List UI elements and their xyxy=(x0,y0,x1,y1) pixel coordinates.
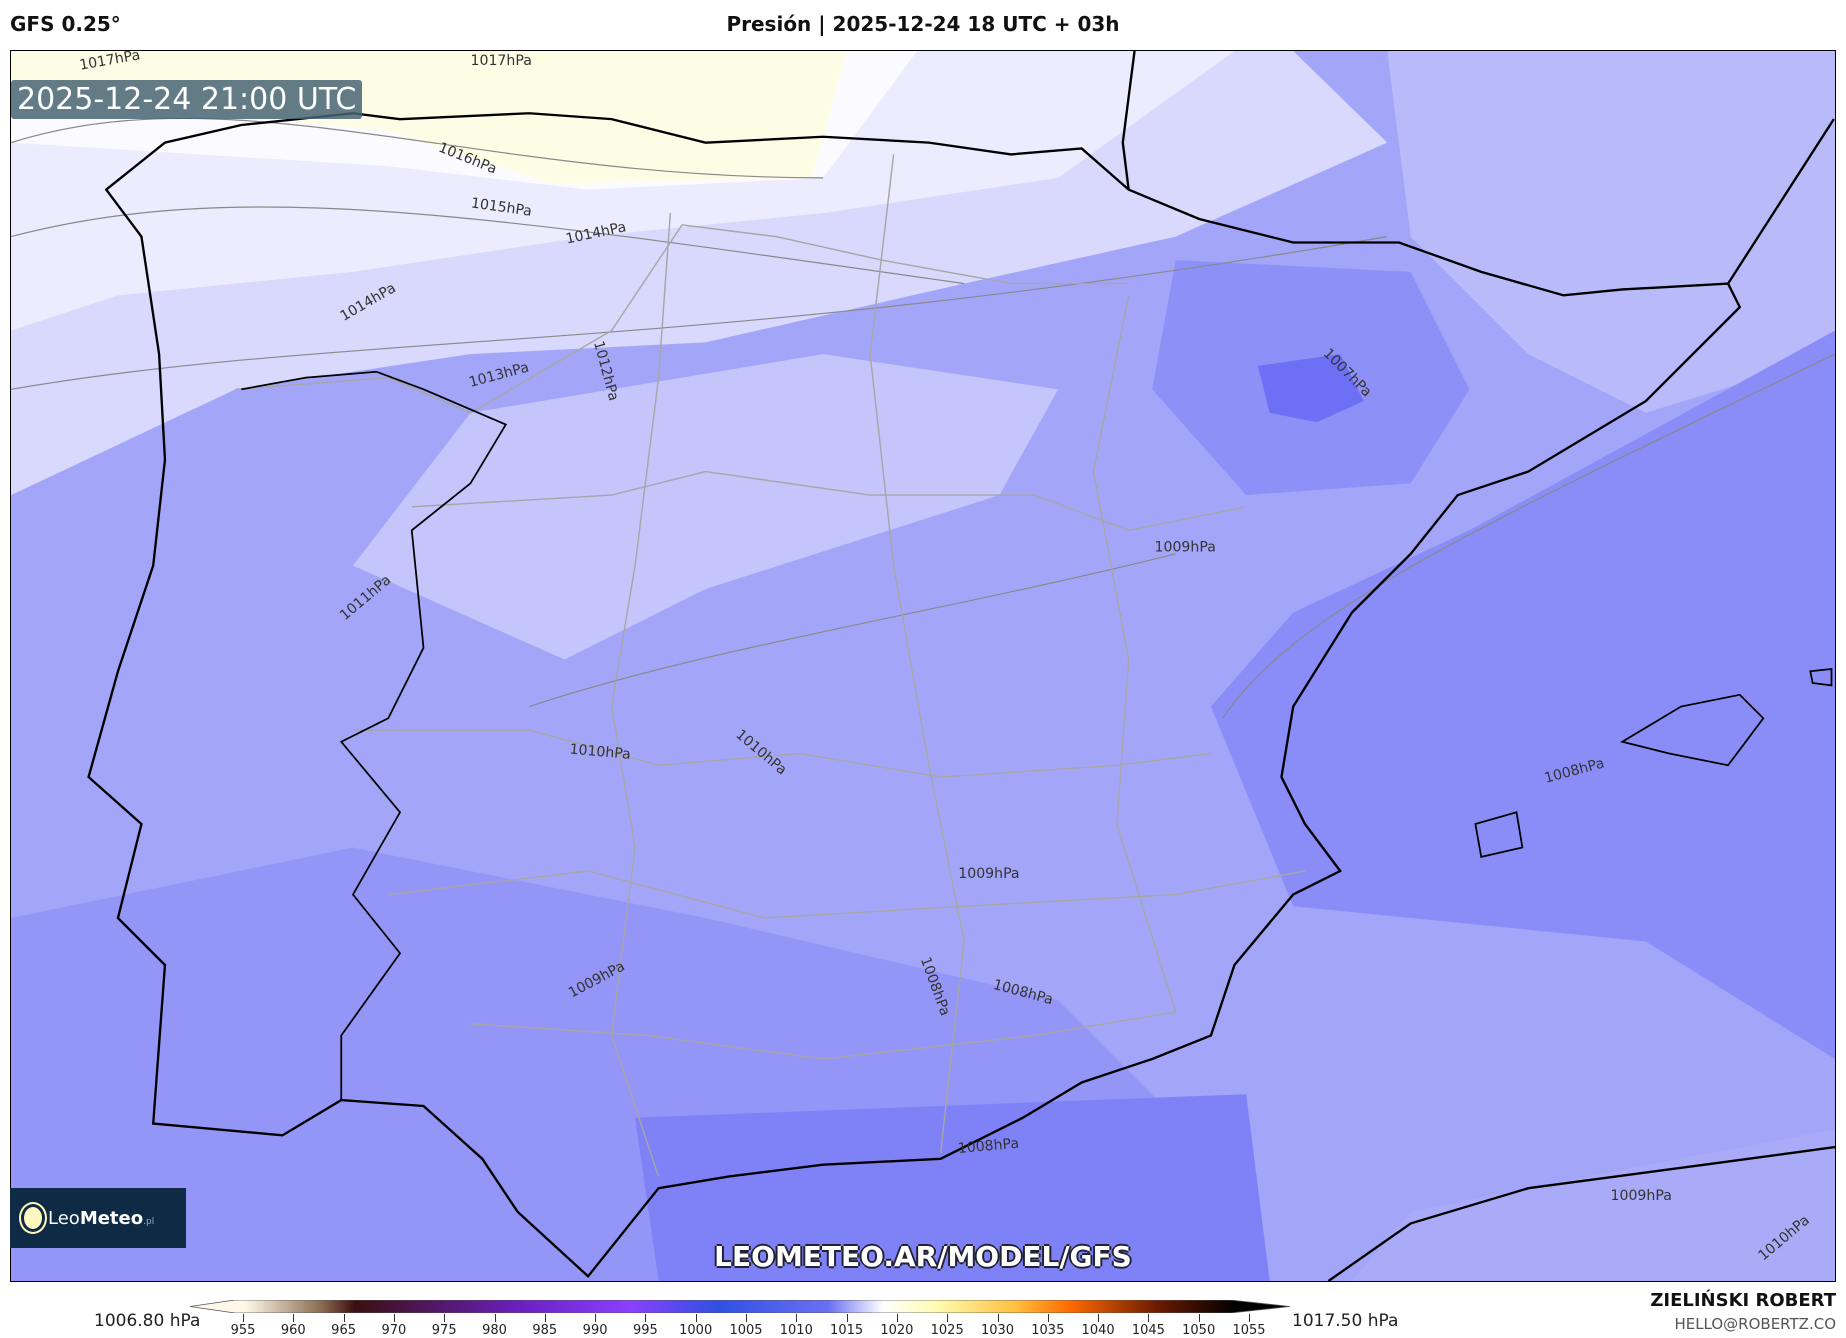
colorbar-tick-label: 1055 xyxy=(1232,1323,1266,1338)
pressure-band-1008-south xyxy=(635,1094,1270,1281)
france-coastline xyxy=(1121,51,1835,285)
contour-label: 1010hPa xyxy=(569,742,631,763)
colorbar-tick-label: 1045 xyxy=(1131,1323,1165,1338)
africa-coastline xyxy=(1327,1145,1835,1281)
watermark-url: LEOMETEO.AR/MODEL/GFS xyxy=(714,1240,1132,1273)
colorbar-tick xyxy=(997,1314,999,1322)
sun-icon xyxy=(24,1207,42,1229)
colorbar-tick-label: 1035 xyxy=(1031,1323,1065,1338)
ibiza xyxy=(1474,811,1524,858)
logo-text: LeoMeteo.pl xyxy=(48,1207,155,1229)
contour-label: 1009hPa xyxy=(1611,1188,1672,1204)
province-borders xyxy=(235,154,1306,1177)
pressure-map[interactable]: 1017hPa 1017hPa 1016hPa 1015hPa 1014hPa … xyxy=(10,50,1836,1282)
colorbar-tick-label: 1040 xyxy=(1081,1323,1115,1338)
colorbar-tick xyxy=(444,1314,446,1322)
leometeo-logo[interactable]: LeoMeteo.pl xyxy=(10,1188,186,1248)
colorbar-tick-label: 1020 xyxy=(880,1323,914,1338)
author-credit: ZIELIŃSKI ROBERT HELLO@ROBERTZ.CO xyxy=(1650,1290,1836,1333)
colorbar-tick-label: 980 xyxy=(482,1323,507,1338)
colorbar-tick xyxy=(796,1314,798,1322)
colorbar-tick xyxy=(343,1314,345,1322)
valid-time-badge: 2025-12-24 21:00 UTC xyxy=(11,80,363,119)
iberia-coastline xyxy=(87,112,1742,1279)
menorca xyxy=(1809,667,1833,687)
colorbar-tick xyxy=(1047,1314,1049,1322)
colorbar-tick-label: 1030 xyxy=(980,1323,1015,1338)
colorbar-ticks: 955 960 965 970 975 980 985 990 995 1000 1005 1010 1… xyxy=(190,1314,1290,1338)
chart-title: Presión | 2025-12-24 18 UTC + 03h xyxy=(726,12,1120,36)
colorbar-tick xyxy=(846,1314,848,1322)
colorbar-tick-label: 985 xyxy=(532,1323,558,1338)
colorbar-tick xyxy=(1198,1314,1200,1322)
contour-label: 1008hPa xyxy=(957,1136,1019,1157)
colorbar-tick-label: 990 xyxy=(582,1323,608,1338)
mallorca xyxy=(1620,693,1765,767)
colorbar-tick xyxy=(1249,1314,1250,1322)
colorbar-tick xyxy=(695,1314,697,1322)
colorbar-tick-label: 965 xyxy=(331,1323,357,1338)
colorbar-tick-label: 1010 xyxy=(779,1323,813,1338)
isobars xyxy=(11,117,1835,719)
colorbar-tick xyxy=(746,1314,747,1322)
colorbar-tick xyxy=(393,1314,395,1322)
colorbar-tick xyxy=(645,1314,647,1322)
pressure-low-1007 xyxy=(1257,354,1364,423)
colorbar-tick xyxy=(494,1314,496,1322)
colorbar-tick-label: 1005 xyxy=(729,1323,763,1338)
colorbar-tick xyxy=(293,1314,295,1322)
colorbar-tick xyxy=(947,1314,949,1322)
colorbar-tick-label: 1000 xyxy=(679,1323,713,1338)
portugal-border xyxy=(241,370,508,1101)
colorbar-tick xyxy=(544,1314,546,1322)
map-canvas: 1017hPa 1017hPa 1016hPa 1015hPa 1014hPa … xyxy=(11,51,1835,1281)
colorbar-tick-label: 995 xyxy=(632,1323,658,1338)
colorbar-tick-label: 1015 xyxy=(830,1323,864,1338)
author-name: ZIELIŃSKI ROBERT xyxy=(1650,1290,1836,1311)
colorbar-tick-label: 970 xyxy=(381,1323,407,1338)
pressure-band-africa xyxy=(1351,1129,1835,1281)
contour-label: 1017hPa xyxy=(471,53,532,69)
colorbar-tick xyxy=(243,1314,244,1322)
colorbar-tick xyxy=(896,1314,898,1322)
colorbar-tick xyxy=(1148,1314,1150,1322)
colorbar-max-label: 1017.50 hPa xyxy=(1292,1311,1399,1331)
model-name: GFS 0.25° xyxy=(10,12,121,36)
contour-label: 1009hPa xyxy=(1155,539,1216,555)
colorbar-tick-label: 975 xyxy=(431,1323,457,1338)
colorbar-tick-label: 1050 xyxy=(1182,1323,1216,1338)
colorbar-tick xyxy=(595,1314,597,1322)
colorbar-tick-label: 960 xyxy=(280,1323,306,1338)
colorbar-tick xyxy=(1098,1314,1100,1322)
colorbar-min-label: 1006.80 hPa xyxy=(94,1311,201,1331)
colorbar xyxy=(190,1300,1290,1313)
pressure-band-1008-sea xyxy=(1210,330,1835,1059)
colorbar-tick-label: 955 xyxy=(230,1323,256,1338)
pressure-band-1012 xyxy=(353,354,1059,660)
author-email[interactable]: HELLO@ROBERTZ.CO xyxy=(1674,1315,1836,1333)
contour-label: 1009hPa xyxy=(958,866,1019,882)
colorbar-tick-label: 1025 xyxy=(930,1323,964,1338)
